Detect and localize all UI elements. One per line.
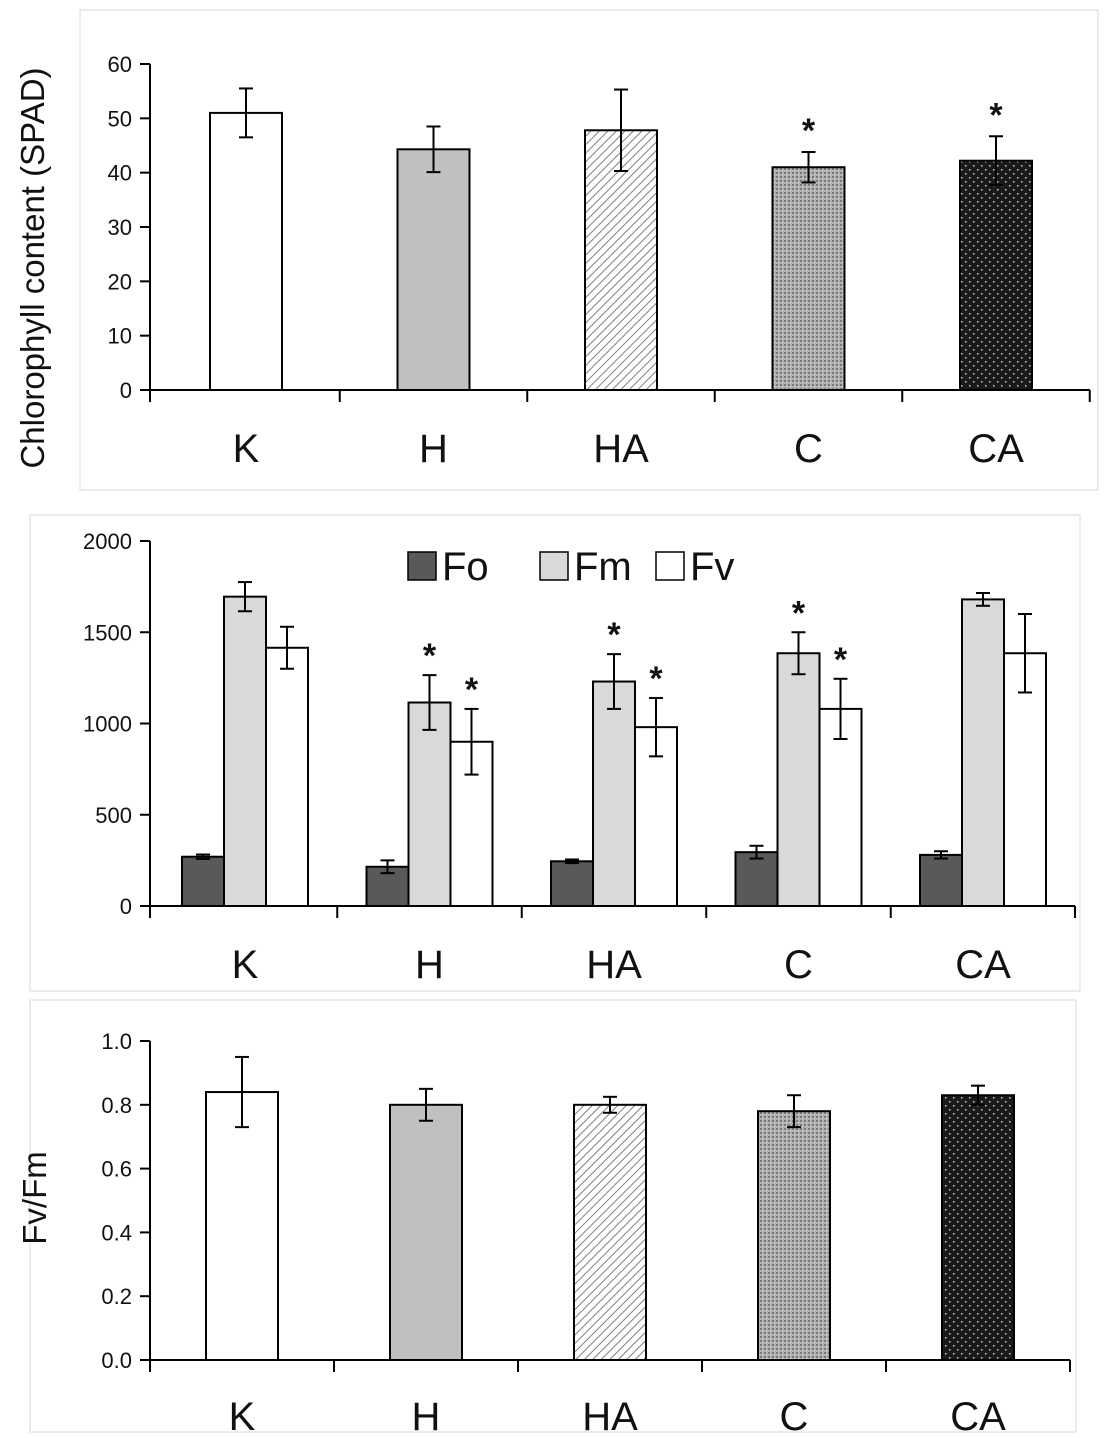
- fluorescence-bar-fm-h: [407, 701, 452, 908]
- chlorophyll-bar-h: [396, 148, 471, 391]
- fluorescence-x-tick-label: HA: [586, 943, 642, 987]
- chlorophyll-chart-frame: [79, 9, 1099, 491]
- fluorescence-bar-fv-c: [818, 707, 863, 908]
- fluorescence-significance-marker: *: [834, 641, 848, 679]
- chlorophyll-y-tick-label: 60: [108, 52, 132, 77]
- fvfm-y-tick-label: 0.6: [101, 1157, 132, 1182]
- fvfm-bar-h: [389, 1103, 463, 1362]
- fvfm-y-tick-label: 0.0: [101, 1348, 132, 1373]
- fluorescence-y-tick-label: 2000: [83, 529, 132, 554]
- fluorescence-bar-fo-k: [181, 855, 225, 907]
- fluorescence-bar-fv-k: [265, 646, 309, 907]
- chlorophyll-significance-marker: *: [989, 96, 1003, 134]
- fluorescence-bar-fo-c: [734, 851, 779, 907]
- chlorophyll-chart: Chlorophyll content (SPAD) 0 10 20 30 40 50 60…: [14, 9, 1099, 491]
- fluorescence-bar-fm-ha: [592, 680, 636, 908]
- fluorescence-y-tick-label: 500: [95, 803, 132, 828]
- chlorophyll-y-tick-label: 0: [120, 378, 132, 403]
- chlorophyll-bar-k: [209, 111, 283, 392]
- chlorophyll-y-tick-label: 20: [108, 269, 132, 294]
- fluorescence-y-tick-label: 0: [120, 894, 132, 919]
- fluorescence-bar-fo-ca: [919, 853, 963, 908]
- legend-label-fo: Fo: [442, 545, 489, 589]
- fvfm-y-tick-label: 1.0: [101, 1029, 132, 1054]
- chlorophyll-x-tick-label: CA: [968, 427, 1024, 471]
- legend-swatch-fo: [407, 551, 437, 581]
- fluorescence-bar-fm-ca: [961, 598, 1005, 908]
- fluorescence-significance-marker: *: [465, 671, 479, 709]
- fluorescence-significance-marker: *: [649, 660, 663, 698]
- fluorescence-y-tick-label: 1000: [83, 712, 132, 737]
- fvfm-y-tick-label: 0.4: [101, 1220, 132, 1245]
- fluorescence-significance-marker: *: [607, 616, 621, 654]
- fvfm-bar-ha: [573, 1103, 647, 1362]
- fluorescence-x-tick-label: C: [784, 943, 813, 987]
- fluorescence-significance-marker: *: [792, 594, 806, 632]
- fvfm-bar-ca: [941, 1094, 1015, 1361]
- fvfm-bar-k: [205, 1091, 279, 1362]
- fluorescence-bar-fm-k: [223, 595, 267, 907]
- chlorophyll-bar-ca: [959, 159, 1033, 391]
- fvfm-bar-c: [757, 1110, 831, 1362]
- fvfm-x-tick-label: K: [229, 1395, 256, 1438]
- chlorophyll-x-tick-label: C: [794, 427, 823, 471]
- legend-swatch-fv: [655, 551, 685, 581]
- fvfm-x-tick-label: CA: [950, 1395, 1006, 1438]
- fluorescence-bar-fm-c: [776, 652, 821, 907]
- fluorescence-significance-marker: *: [423, 637, 437, 675]
- chlorophyll-y-tick-label: 50: [108, 106, 132, 131]
- fluorescence-x-tick-label: H: [415, 943, 444, 987]
- fvfm-chart: Fv/Fm 0.0 0.2 0.4 0.6 0.8 1.0 K H HA C CA: [16, 999, 1077, 1438]
- fluorescence-legend: Fo Fm Fv: [407, 545, 734, 589]
- fvfm-y-tick-label: 0.8: [101, 1093, 132, 1118]
- fluorescence-chart: Fo Fm Fv 0 500 1000 1500 2000 K H HA C CA * * * * * *: [29, 514, 1081, 992]
- chlorophyll-significance-marker: *: [802, 112, 816, 150]
- fluorescence-x-tick-label: K: [232, 943, 259, 987]
- fvfm-x-tick-label: H: [412, 1395, 441, 1438]
- fluorescence-y-tick-label: 1500: [83, 620, 132, 645]
- chlorophyll-y-tick-label: 40: [108, 161, 132, 186]
- chlorophyll-x-tick-label: K: [233, 427, 260, 471]
- legend-swatch-fm: [539, 551, 569, 581]
- fvfm-x-tick-label: C: [780, 1395, 809, 1438]
- chlorophyll-x-tick-label: H: [419, 427, 448, 471]
- fvfm-chart-frame: [29, 999, 1077, 1433]
- chlorophyll-y-axis-title: Chlorophyll content (SPAD): [14, 67, 51, 468]
- chlorophyll-y-tick-label: 10: [108, 324, 132, 349]
- chlorophyll-y-tick-label: 30: [108, 215, 132, 240]
- chlorophyll-x-tick-label: HA: [593, 427, 649, 471]
- fvfm-y-axis-title: Fv/Fm: [16, 1151, 53, 1244]
- fluorescence-chart-frame: [29, 514, 1081, 992]
- legend-label-fv: Fv: [690, 545, 734, 589]
- fluorescence-bar-fo-ha: [550, 860, 594, 907]
- fluorescence-x-tick-label: CA: [955, 943, 1011, 987]
- legend-label-fm: Fm: [574, 545, 632, 589]
- chlorophyll-bar-c: [771, 166, 846, 391]
- fvfm-y-tick-label: 0.2: [101, 1284, 132, 1309]
- fvfm-x-tick-label: HA: [582, 1395, 638, 1438]
